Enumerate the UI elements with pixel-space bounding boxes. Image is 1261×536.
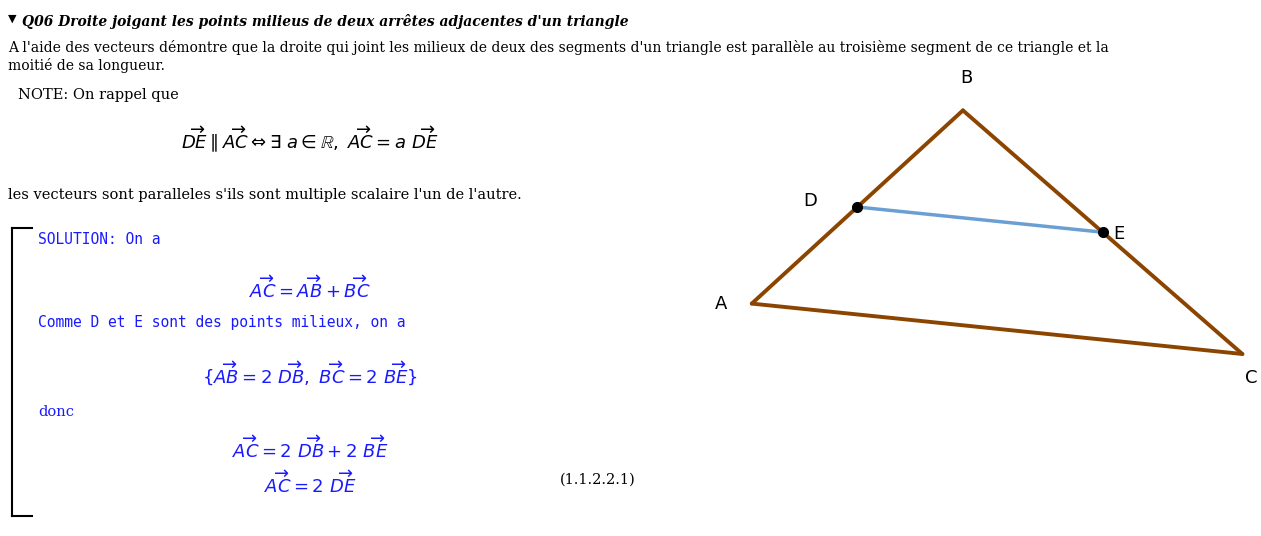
Text: moitié de sa longueur.: moitié de sa longueur. (8, 58, 165, 73)
Text: ▼: ▼ (8, 14, 16, 24)
Text: (1.1.2.2.1): (1.1.2.2.1) (560, 473, 636, 487)
Text: A l'aide des vecteurs démontre que la droite qui joint les milieux de deux des s: A l'aide des vecteurs démontre que la dr… (8, 40, 1108, 55)
Text: donc: donc (38, 405, 74, 419)
Text: Q06 Droite joigant les points milieus de deux arrêtes adjacentes d'un triangle: Q06 Droite joigant les points milieus de… (21, 14, 629, 29)
Text: $\{\overrightarrow{AB} = 2\ \overrightarrow{DB},\ \overrightarrow{BC} = 2\ \over: $\{\overrightarrow{AB} = 2\ \overrightar… (202, 360, 417, 389)
Text: E: E (1113, 225, 1125, 243)
Text: Comme D et E sont des points milieux, on a: Comme D et E sont des points milieux, on… (38, 315, 406, 330)
Text: $\overrightarrow{DE} \parallel \overrightarrow{AC} \Leftrightarrow \exists\ a \i: $\overrightarrow{DE} \parallel \overrigh… (182, 125, 439, 155)
Text: SOLUTION: On a: SOLUTION: On a (38, 232, 160, 247)
Text: C: C (1246, 369, 1258, 386)
Text: $\overrightarrow{AC} = 2\ \overrightarrow{DB} + 2\ \overrightarrow{BE}$: $\overrightarrow{AC} = 2\ \overrightarro… (232, 435, 388, 462)
Text: $\overrightarrow{AC} = \overrightarrow{AB} + \overrightarrow{BC}$: $\overrightarrow{AC} = \overrightarrow{A… (250, 275, 371, 302)
Text: B: B (960, 69, 972, 87)
Text: les vecteurs sont paralleles s'ils sont multiple scalaire l'un de l'autre.: les vecteurs sont paralleles s'ils sont … (8, 188, 522, 202)
Text: $\overrightarrow{AC} = 2\ \overrightarrow{DE}$: $\overrightarrow{AC} = 2\ \overrightarro… (264, 470, 356, 497)
Text: NOTE: On rappel que: NOTE: On rappel que (18, 88, 179, 102)
Text: D: D (803, 192, 817, 210)
Text: A: A (715, 295, 726, 312)
